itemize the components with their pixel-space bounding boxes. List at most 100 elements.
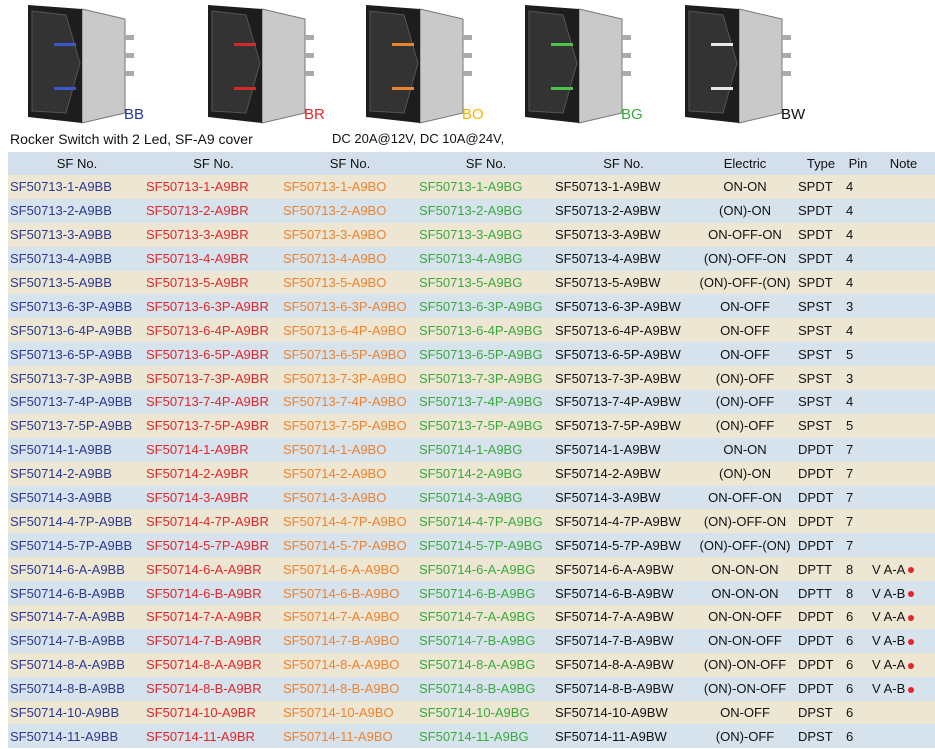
cell: SF50714-10-A9BG (419, 705, 530, 721)
cell: SPST (798, 298, 832, 314)
pin (622, 35, 631, 40)
led (711, 43, 733, 46)
pin (622, 53, 631, 58)
cell: ON-ON-OFF (708, 633, 782, 649)
cell: SF50714-2-A9BR (146, 466, 249, 482)
cell: SF50713-4-A9BR (146, 251, 249, 267)
table-row: SF50713-4-A9BB SF50713-4-A9BR SF50713-4-A9… (8, 246, 935, 271)
cell: SF50714-2-A9BW (555, 466, 661, 482)
table-row: SF50714-1-A9BB SF50714-1-A9BR SF50714-1-A9… (8, 437, 935, 462)
cell: SF50713-7-5P-A9BW (555, 418, 681, 434)
cell: SPST (798, 346, 832, 362)
cell: SF50713-7-3P-A9BB (10, 370, 133, 386)
cell: SF50713-7-3P-A9BO (283, 370, 407, 386)
header-cell: Pin (848, 156, 868, 171)
cell: SPST (798, 322, 832, 338)
cell: (ON)-OFF-ON (703, 513, 787, 529)
table: SF No. SF No. SF No. SF No. SF No. Electric Ty… (8, 152, 935, 749)
cell: DPDT (798, 513, 834, 529)
cell: SF50714-10-A9BB (10, 705, 120, 721)
table-row: SF50713-1-A9BB SF50713-1-A9BR SF50713-1-A9… (8, 175, 935, 199)
cell: (ON)-OFF (715, 370, 775, 386)
cell: ON-OFF (720, 705, 770, 721)
cell: SF50713-7-3P-A9BW (555, 370, 681, 386)
cell: 8 (846, 561, 854, 577)
cell: SF50714-2-A9BB (10, 466, 112, 482)
pin (305, 53, 314, 58)
cell: V A-B (870, 586, 935, 601)
cell: SF50714-1-A9BO (283, 442, 387, 458)
table-row: SF50714-11-A9BB SF50714-11-A9BR SF50714-11… (8, 724, 935, 749)
cell: (ON)-ON (719, 203, 771, 219)
cell: SF50714-4-7P-A9BB (10, 513, 133, 529)
cell: SF50713-6-4P-A9BR (146, 322, 269, 338)
cell: SF50713-5-A9BO (283, 275, 387, 290)
cell: SF50714-6-A-A9BO (283, 561, 400, 577)
cell: SF50713-2-A9BB (10, 203, 112, 219)
cell: SF50713-6-3P-A9BB (10, 298, 133, 314)
cell: (ON)-OFF (715, 418, 775, 434)
cell: SF50713-7-3P-A9BR (146, 370, 269, 386)
table-row: SF50713-5-A9BB SF50713-5-A9BR SF50713-5-A9… (8, 270, 935, 295)
header-cell: Note (889, 156, 918, 171)
cell: SF50713-5-A9BW (555, 275, 661, 290)
cell: 6 (846, 681, 854, 697)
led (551, 43, 573, 46)
cell: 4 (846, 251, 854, 267)
cell: 6 (846, 609, 854, 625)
table-row: SF50714-8-A-A9BB SF50714-8-A-A9BR SF50714-… (8, 652, 935, 677)
cell: ON-OFF (720, 346, 770, 362)
cell: 5 (846, 346, 854, 362)
cell: DPDT (798, 537, 834, 553)
cell: 4 (846, 394, 854, 410)
cell: V A-A (870, 657, 935, 672)
cell: DPDT (798, 442, 834, 458)
cell: SF50714-1-A9BB (10, 442, 112, 458)
cell: SF50713-6-4P-A9BO (283, 322, 407, 338)
cell: 7 (846, 442, 854, 458)
cell: SF50713-4-A9BG (419, 251, 523, 267)
led (234, 43, 256, 46)
cell: 7 (846, 490, 854, 506)
pin (622, 71, 631, 76)
cell: 4 (846, 275, 854, 290)
cell: SPST (798, 370, 832, 386)
cell: SF50714-7-B-A9BR (146, 633, 262, 649)
pin (305, 71, 314, 76)
cell: (ON)-OFF-(ON) (699, 537, 791, 553)
cell: SF50714-7-A-A9BO (283, 609, 400, 625)
cell: ON-OFF-ON (708, 227, 782, 243)
variant-label: BB (124, 106, 144, 123)
cell: SF50713-6-4P-A9BB (10, 322, 133, 338)
cell: SF50713-4-A9BB (10, 251, 112, 267)
status-dot (908, 567, 915, 574)
cell: SPST (798, 418, 832, 434)
pin (305, 35, 314, 40)
cell: ON-OFF-ON (708, 490, 782, 506)
caption: Rocker Switch with 2 Led, SF-A9 cover (10, 131, 253, 147)
cell: ON-ON-ON (711, 585, 779, 601)
cell: 7 (846, 537, 854, 553)
table-row: SF50713-7-3P-A9BB SF50713-7-3P-A9BR SF5071… (8, 366, 935, 391)
switch-image: BR (208, 5, 325, 124)
table-row: SF50714-10-A9BB SF50714-10-A9BR SF50714-10… (8, 700, 935, 725)
cell: SF50713-6-5P-A9BG (419, 346, 543, 362)
cell: SF50713-5-A9BR (146, 275, 249, 290)
cell: SF50714-7-B-A9BO (283, 633, 400, 649)
table-row: SF50714-6-B-A9BB SF50714-6-B-A9BR SF50714-… (8, 581, 935, 606)
cell: (ON)-ON (719, 466, 771, 482)
cell: SF50714-8-A-A9BG (419, 657, 536, 673)
cell: SF50713-1-A9BO (283, 179, 387, 195)
cell: ON-OFF (720, 298, 770, 314)
cell: 6 (846, 657, 854, 673)
cell: SPST (798, 394, 832, 410)
table-row: SF50713-7-5P-A9BB SF50713-7-5P-A9BR SF5071… (8, 413, 935, 438)
cell: SPDT (798, 227, 833, 243)
cell: SF50713-4-A9BW (555, 251, 661, 267)
cell: SF50713-7-4P-A9BB (10, 394, 133, 410)
cell: SF50714-6-B-A9BB (10, 585, 125, 601)
cell: SF50714-3-A9BW (555, 490, 661, 506)
cell: SF50714-6-B-A9BR (146, 585, 262, 601)
rating: DC 20A@12V, DC 10A@24V, (332, 131, 505, 146)
cell: SPDT (798, 179, 833, 195)
